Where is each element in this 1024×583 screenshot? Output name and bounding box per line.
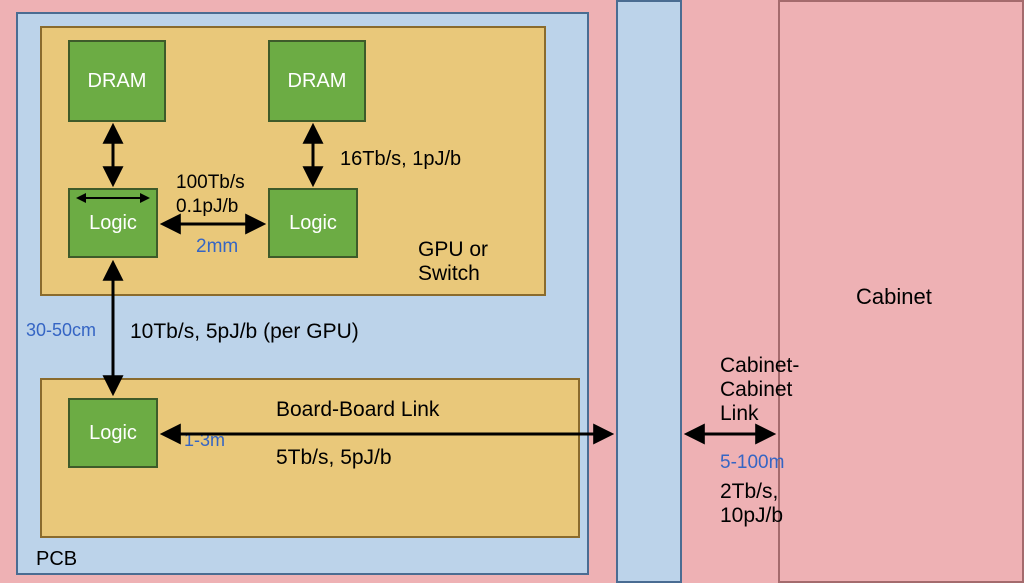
gpu-label-b: Switch	[418, 262, 480, 286]
logic-1: Logic	[68, 188, 158, 258]
diagram-stage: Cabinet PCB GPU or Switch DRAM DRAM Logi…	[0, 0, 1024, 583]
pcb-dist: 30-50cm	[26, 320, 96, 341]
gpu-label-a: GPU or	[418, 238, 488, 262]
cab-link-title-a: Cabinet-	[720, 354, 799, 378]
board-link-title: Board-Board Link	[276, 398, 439, 422]
logic-2-text: Logic	[289, 212, 337, 235]
cab-link-spec-b: 10pJ/b	[720, 504, 783, 528]
logic-3: Logic	[68, 398, 158, 468]
logic-1-text: Logic	[89, 212, 137, 235]
cab-link-spec-a: 2Tb/s,	[720, 480, 778, 504]
chip-chip-energy: 0.1pJ/b	[176, 196, 238, 218]
chip-chip-dist: 2mm	[196, 236, 238, 258]
cab-link-title-b: Cabinet	[720, 378, 792, 402]
pcb-label: PCB	[36, 548, 77, 571]
per-gpu: 10Tb/s, 5pJ/b (per GPU)	[130, 320, 359, 344]
logic-2: Logic	[268, 188, 358, 258]
logic-3-text: Logic	[89, 422, 137, 445]
board-link-spec: 5Tb/s, 5pJ/b	[276, 446, 392, 470]
dram-1: DRAM	[68, 40, 166, 122]
dram-2: DRAM	[268, 40, 366, 122]
dram-link: 16Tb/s, 1pJ/b	[340, 148, 461, 171]
dram-2-text: DRAM	[288, 70, 347, 93]
cabinet-strip	[616, 0, 682, 583]
board-link-dist: 1-3m	[184, 430, 225, 451]
dram-1-text: DRAM	[88, 70, 147, 93]
cab-link-dist: 5-100m	[720, 452, 784, 474]
cab-link-title-c: Link	[720, 402, 759, 426]
chip-chip-bw: 100Tb/s	[176, 172, 245, 194]
cabinet-label: Cabinet	[856, 284, 932, 309]
